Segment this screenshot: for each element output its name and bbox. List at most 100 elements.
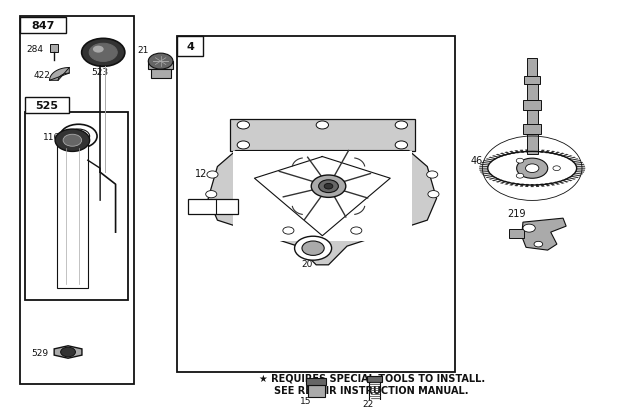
Polygon shape	[504, 152, 511, 155]
Bar	[25, 98, 69, 113]
Bar	[526, 111, 538, 125]
Polygon shape	[520, 184, 525, 187]
Circle shape	[324, 184, 333, 189]
Polygon shape	[525, 184, 529, 188]
Text: 116: 116	[43, 133, 60, 142]
Circle shape	[516, 174, 524, 179]
Polygon shape	[489, 178, 497, 180]
Polygon shape	[564, 156, 573, 159]
Polygon shape	[572, 175, 582, 177]
Polygon shape	[515, 184, 520, 187]
Circle shape	[553, 166, 560, 171]
Polygon shape	[557, 153, 565, 156]
Polygon shape	[574, 173, 583, 175]
Polygon shape	[509, 183, 515, 186]
Polygon shape	[570, 176, 579, 179]
Polygon shape	[540, 184, 545, 187]
Circle shape	[237, 122, 249, 130]
Polygon shape	[489, 157, 497, 160]
Polygon shape	[574, 162, 583, 164]
Polygon shape	[549, 183, 555, 186]
Text: ★ 19: ★ 19	[191, 202, 211, 211]
Text: eReplacementParts.com: eReplacementParts.com	[237, 218, 389, 231]
Circle shape	[516, 159, 547, 179]
Circle shape	[395, 142, 407, 150]
Polygon shape	[54, 346, 82, 358]
Polygon shape	[561, 180, 569, 183]
Polygon shape	[576, 170, 585, 171]
Polygon shape	[480, 164, 489, 166]
Text: 284: 284	[26, 45, 43, 54]
Polygon shape	[570, 159, 579, 161]
Polygon shape	[479, 168, 488, 169]
Polygon shape	[479, 170, 488, 171]
Circle shape	[294, 237, 332, 261]
Polygon shape	[504, 182, 511, 185]
Polygon shape	[481, 173, 490, 175]
Bar	[57, 145, 88, 288]
Polygon shape	[536, 184, 539, 188]
Bar	[306, 378, 326, 385]
Polygon shape	[230, 120, 415, 151]
Polygon shape	[483, 175, 492, 177]
Bar	[523, 101, 541, 111]
Polygon shape	[536, 150, 539, 153]
Polygon shape	[576, 166, 585, 168]
Polygon shape	[545, 151, 550, 154]
Circle shape	[516, 159, 524, 164]
Polygon shape	[561, 155, 569, 157]
Text: 15: 15	[300, 396, 312, 405]
Polygon shape	[553, 152, 560, 155]
Text: ★ REQUIRES SPECIAL TOOLS TO INSTALL.: ★ REQUIRES SPECIAL TOOLS TO INSTALL.	[259, 373, 485, 383]
Circle shape	[428, 191, 439, 198]
Circle shape	[68, 130, 90, 144]
Text: 20: 20	[301, 259, 312, 268]
Polygon shape	[495, 180, 503, 183]
Circle shape	[427, 171, 438, 179]
Bar	[148, 62, 173, 70]
Polygon shape	[521, 219, 566, 250]
Polygon shape	[540, 150, 545, 153]
Bar	[526, 85, 538, 101]
Text: 4: 4	[187, 42, 194, 52]
Text: 22: 22	[363, 400, 374, 409]
Circle shape	[534, 242, 542, 247]
Polygon shape	[208, 151, 436, 265]
Polygon shape	[531, 150, 534, 153]
Circle shape	[302, 241, 324, 256]
Text: 525: 525	[35, 101, 58, 111]
Text: 847: 847	[32, 21, 55, 31]
Polygon shape	[479, 166, 488, 168]
Text: 20: 20	[221, 202, 230, 211]
Circle shape	[55, 130, 90, 152]
Bar	[368, 375, 382, 382]
Polygon shape	[485, 176, 494, 179]
Polygon shape	[549, 151, 555, 155]
Bar	[308, 385, 325, 397]
Bar	[25, 113, 128, 300]
Text: 219: 219	[508, 209, 526, 218]
Circle shape	[60, 125, 97, 149]
Polygon shape	[557, 181, 565, 184]
Circle shape	[523, 225, 535, 233]
Bar	[188, 200, 238, 214]
Circle shape	[319, 180, 339, 193]
Polygon shape	[233, 151, 412, 241]
Bar	[526, 135, 538, 155]
Polygon shape	[492, 179, 500, 182]
Polygon shape	[483, 161, 492, 163]
Polygon shape	[567, 178, 576, 180]
Bar	[151, 69, 170, 79]
Circle shape	[311, 175, 346, 198]
Polygon shape	[500, 153, 507, 156]
Circle shape	[316, 122, 329, 130]
Polygon shape	[531, 184, 534, 188]
Bar	[50, 45, 58, 52]
Circle shape	[283, 227, 294, 234]
Circle shape	[89, 44, 117, 62]
Circle shape	[93, 47, 104, 54]
Circle shape	[82, 39, 125, 67]
Polygon shape	[481, 162, 490, 164]
Circle shape	[395, 122, 407, 130]
Text: 46: 46	[471, 156, 483, 166]
